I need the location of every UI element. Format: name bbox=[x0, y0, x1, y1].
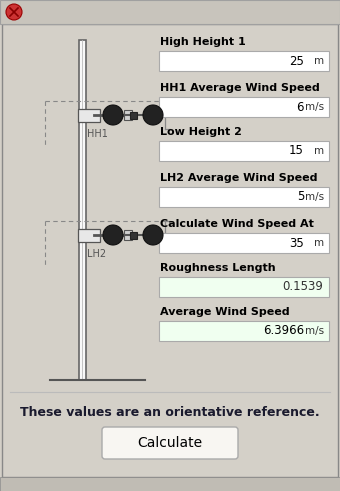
Text: 15: 15 bbox=[289, 144, 304, 158]
Circle shape bbox=[103, 225, 123, 245]
Text: HH1: HH1 bbox=[87, 129, 108, 139]
FancyBboxPatch shape bbox=[159, 321, 329, 341]
Text: LH2: LH2 bbox=[87, 249, 106, 259]
FancyBboxPatch shape bbox=[159, 51, 329, 71]
Text: m: m bbox=[314, 146, 324, 156]
Text: m: m bbox=[314, 56, 324, 66]
Text: 6: 6 bbox=[296, 101, 304, 113]
FancyBboxPatch shape bbox=[78, 109, 100, 121]
FancyBboxPatch shape bbox=[0, 477, 340, 491]
FancyBboxPatch shape bbox=[159, 233, 329, 253]
FancyBboxPatch shape bbox=[159, 97, 329, 117]
FancyBboxPatch shape bbox=[0, 0, 340, 24]
FancyBboxPatch shape bbox=[2, 24, 338, 477]
FancyBboxPatch shape bbox=[130, 231, 136, 239]
Text: Roughness Length: Roughness Length bbox=[160, 263, 276, 273]
Text: Low Height 2: Low Height 2 bbox=[160, 127, 242, 137]
FancyBboxPatch shape bbox=[124, 110, 132, 120]
Text: 25: 25 bbox=[289, 55, 304, 67]
FancyBboxPatch shape bbox=[79, 40, 85, 380]
Circle shape bbox=[103, 105, 123, 125]
Text: 5: 5 bbox=[296, 191, 304, 203]
FancyBboxPatch shape bbox=[130, 111, 136, 118]
FancyBboxPatch shape bbox=[78, 228, 100, 242]
Circle shape bbox=[6, 4, 22, 20]
Text: 6.3966: 6.3966 bbox=[263, 325, 304, 337]
Text: 0.1539: 0.1539 bbox=[282, 280, 323, 294]
FancyBboxPatch shape bbox=[159, 187, 329, 207]
FancyBboxPatch shape bbox=[102, 427, 238, 459]
Text: m: m bbox=[314, 238, 324, 248]
Text: m/s: m/s bbox=[305, 102, 324, 112]
Circle shape bbox=[143, 225, 163, 245]
Text: Calculate: Calculate bbox=[137, 436, 203, 450]
Text: These values are an orientative reference.: These values are an orientative referenc… bbox=[20, 406, 320, 419]
Text: Average Wind Speed: Average Wind Speed bbox=[160, 307, 290, 317]
Text: 35: 35 bbox=[289, 237, 304, 249]
Text: HH1 Average Wind Speed: HH1 Average Wind Speed bbox=[160, 83, 320, 93]
Text: m/s: m/s bbox=[305, 192, 324, 202]
FancyBboxPatch shape bbox=[159, 141, 329, 161]
FancyBboxPatch shape bbox=[124, 230, 132, 240]
Text: LH2 Average Wind Speed: LH2 Average Wind Speed bbox=[160, 173, 318, 183]
FancyBboxPatch shape bbox=[159, 277, 329, 297]
Text: m/s: m/s bbox=[305, 326, 324, 336]
Circle shape bbox=[143, 105, 163, 125]
Text: High Height 1: High Height 1 bbox=[160, 37, 246, 47]
Text: Calculate Wind Speed At: Calculate Wind Speed At bbox=[160, 219, 314, 229]
